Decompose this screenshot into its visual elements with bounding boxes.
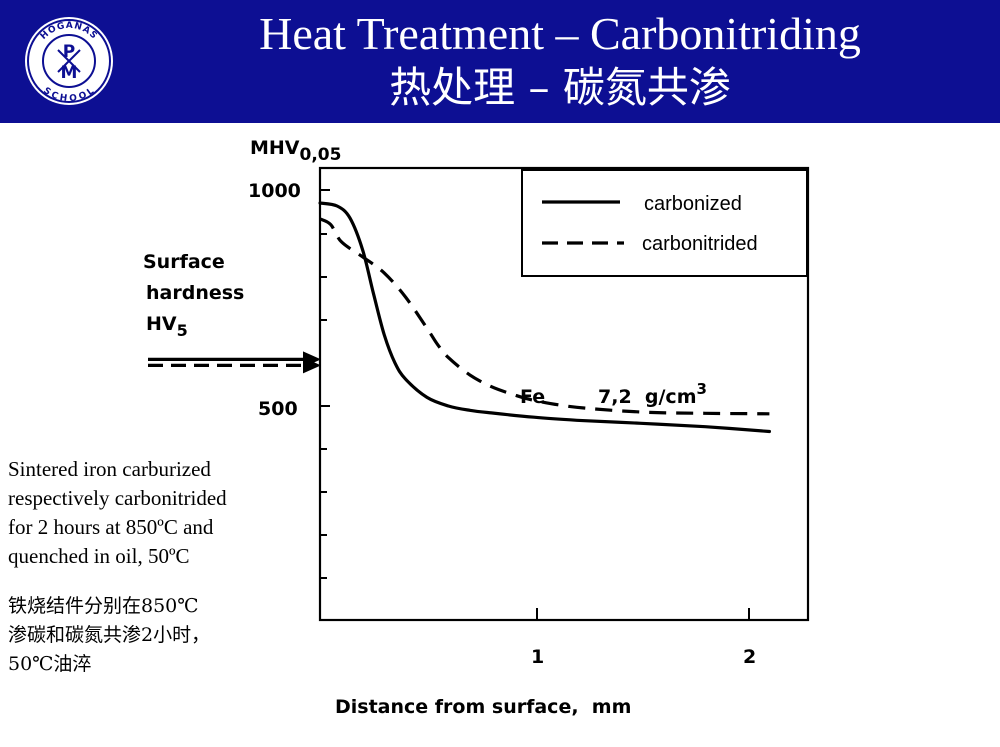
hardness-profile-chart: MHV0,05 1000 500 1 2 Distance from surfa… bbox=[143, 137, 810, 718]
legend-box bbox=[521, 169, 808, 277]
logo-letter-p: P bbox=[63, 42, 75, 62]
legend-label-carbonitrided: carbonitrided bbox=[642, 233, 758, 255]
x-tick-label-1: 1 bbox=[531, 646, 544, 668]
note-english-line: respectively carbonitrided bbox=[8, 486, 227, 510]
y-ticks bbox=[320, 189, 330, 579]
note-chinese-line: 渗碳和碳氮共渗2小时， bbox=[8, 624, 211, 646]
slide-title-chinese: 热处理 – 碳氮共渗 bbox=[389, 63, 731, 112]
pm-school-logo: HÖGANÄS SCHOOL P M bbox=[25, 17, 113, 105]
series-line-carbonitrided bbox=[319, 217, 770, 416]
surface-hardness-arrow-carbonitrided bbox=[148, 357, 321, 374]
plot-frame bbox=[318, 166, 810, 622]
x-ticks bbox=[536, 608, 750, 620]
x-tick-label-2: 2 bbox=[743, 646, 756, 668]
surface-hardness-label-line3: HV5 bbox=[146, 313, 188, 340]
y-tick-label-500: 500 bbox=[258, 398, 298, 420]
surface-hardness-label-line1: Surface bbox=[143, 251, 225, 273]
annotation-material: Fe bbox=[520, 386, 545, 408]
x-axis-title: Distance from surface, mm bbox=[335, 696, 631, 718]
surface-hardness-label-line2: hardness bbox=[146, 282, 244, 304]
note-chinese: 铁烧结件分别在850℃ 渗碳和碳氮共渗2小时， 50℃油淬 bbox=[8, 592, 210, 679]
annotation-density: 7,2 g/cm3 bbox=[598, 380, 707, 408]
slide-title-english: Heat Treatment – Carbonitriding bbox=[259, 8, 861, 59]
logo-letter-m: M bbox=[61, 63, 78, 83]
note-english-line: Sintered iron carburized bbox=[8, 457, 211, 481]
legend-label-carbonized: carbonized bbox=[644, 193, 742, 215]
title-bar: HÖGANÄS SCHOOL P M Heat Treatment – Carb… bbox=[0, 0, 1000, 123]
y-tick-label-1000: 1000 bbox=[248, 180, 301, 202]
note-english-line: for 2 hours at 850ºC and bbox=[8, 515, 214, 539]
note-english: Sintered iron carburized respectively ca… bbox=[8, 455, 227, 571]
note-chinese-line: 50℃油淬 bbox=[8, 653, 92, 675]
note-chinese-line: 铁烧结件分别在850℃ bbox=[8, 595, 199, 617]
series-line-carbonized bbox=[318, 201, 771, 434]
note-english-line: quenched in oil, 50ºC bbox=[8, 544, 190, 568]
y-axis-title: MHV0,05 bbox=[250, 137, 341, 165]
